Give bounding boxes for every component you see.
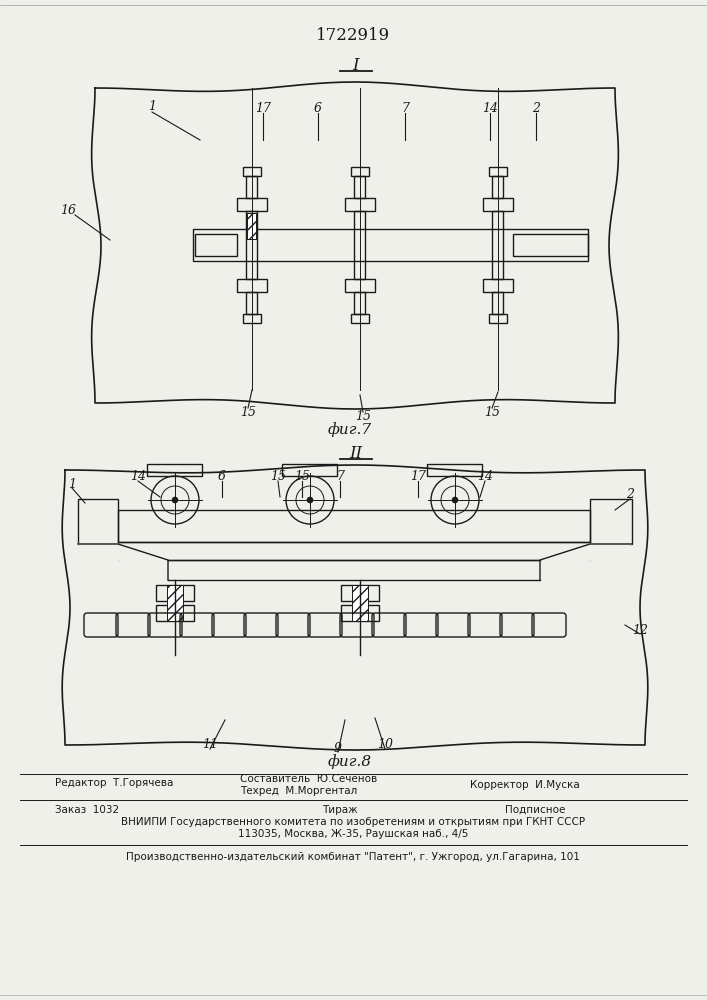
Text: Корректор  И.Муска: Корректор И.Муска xyxy=(470,780,580,790)
Bar xyxy=(489,314,507,323)
Bar xyxy=(283,464,337,476)
Text: 12: 12 xyxy=(632,624,648,637)
Bar xyxy=(156,605,194,621)
Text: 1: 1 xyxy=(68,478,76,490)
Bar xyxy=(341,585,379,601)
Bar xyxy=(243,167,261,176)
Bar xyxy=(193,229,588,261)
Text: Техред  М.Моргентал: Техред М.Моргентал xyxy=(240,786,357,796)
Bar xyxy=(247,213,257,239)
Text: 9: 9 xyxy=(334,742,342,754)
Text: I: I xyxy=(353,56,359,74)
Text: 15: 15 xyxy=(355,410,371,422)
Text: 15: 15 xyxy=(240,406,256,418)
Polygon shape xyxy=(540,544,632,580)
Text: Подписное: Подписное xyxy=(505,805,566,815)
Bar xyxy=(243,314,261,323)
Bar xyxy=(341,605,379,621)
Bar xyxy=(590,499,632,544)
Bar xyxy=(247,176,257,198)
Bar xyxy=(483,279,513,292)
Circle shape xyxy=(172,497,178,503)
Bar xyxy=(156,585,194,601)
Text: 6: 6 xyxy=(218,471,226,484)
Text: 11: 11 xyxy=(202,738,218,752)
Bar xyxy=(354,292,366,314)
Bar xyxy=(428,464,482,476)
Text: 16: 16 xyxy=(60,204,76,217)
Bar xyxy=(354,176,366,198)
Bar xyxy=(354,211,366,279)
Bar xyxy=(118,542,590,560)
Text: ВНИИПИ Государственного комитета по изобретениям и открытиям при ГКНТ СССР: ВНИИПИ Государственного комитета по изоб… xyxy=(121,817,585,827)
Text: 2: 2 xyxy=(626,488,634,502)
Text: 10: 10 xyxy=(377,738,393,752)
Circle shape xyxy=(452,497,458,503)
Text: 17: 17 xyxy=(255,102,271,114)
Bar xyxy=(237,279,267,292)
Bar xyxy=(167,585,183,621)
Text: 15: 15 xyxy=(294,471,310,484)
Text: 14: 14 xyxy=(482,102,498,114)
Polygon shape xyxy=(78,544,168,580)
Text: 7: 7 xyxy=(401,102,409,114)
Bar xyxy=(351,314,369,323)
Text: 1722919: 1722919 xyxy=(316,26,390,43)
Text: 1: 1 xyxy=(148,101,156,113)
Text: 2: 2 xyxy=(532,102,540,114)
Bar xyxy=(513,234,588,256)
Text: Редактор  Т.Горячева: Редактор Т.Горячева xyxy=(55,778,173,788)
Text: 7: 7 xyxy=(336,471,344,484)
Bar xyxy=(195,234,237,256)
Bar xyxy=(493,211,503,279)
Text: Составитель  Ю.Сеченов: Составитель Ю.Сеченов xyxy=(240,774,378,784)
Bar xyxy=(489,167,507,176)
Bar xyxy=(345,279,375,292)
Text: Тираж: Тираж xyxy=(322,805,358,815)
Bar xyxy=(351,167,369,176)
Text: Производственно-издательский комбинат "Патент", г. Ужгород, ул.Гагарина, 101: Производственно-издательский комбинат "П… xyxy=(126,852,580,862)
Bar xyxy=(483,198,513,211)
Bar xyxy=(148,464,202,476)
Text: 17: 17 xyxy=(410,471,426,484)
Circle shape xyxy=(307,497,313,503)
Text: фиг.7: фиг.7 xyxy=(328,423,372,437)
Text: 6: 6 xyxy=(314,102,322,114)
Text: II: II xyxy=(349,444,363,462)
Bar xyxy=(78,499,118,544)
Bar xyxy=(493,292,503,314)
Bar xyxy=(345,198,375,211)
Text: фиг.8: фиг.8 xyxy=(328,755,372,769)
Text: 15: 15 xyxy=(270,471,286,484)
Text: 14: 14 xyxy=(477,471,493,484)
Bar xyxy=(118,510,590,542)
Bar xyxy=(237,198,267,211)
Bar xyxy=(247,292,257,314)
Bar xyxy=(352,585,368,621)
Bar xyxy=(247,211,257,279)
Text: Заказ  1032: Заказ 1032 xyxy=(55,805,119,815)
Bar xyxy=(493,176,503,198)
Text: 113035, Москва, Ж-35, Раушская наб., 4/5: 113035, Москва, Ж-35, Раушская наб., 4/5 xyxy=(238,829,468,839)
Text: 14: 14 xyxy=(130,471,146,484)
Text: 15: 15 xyxy=(484,406,500,418)
